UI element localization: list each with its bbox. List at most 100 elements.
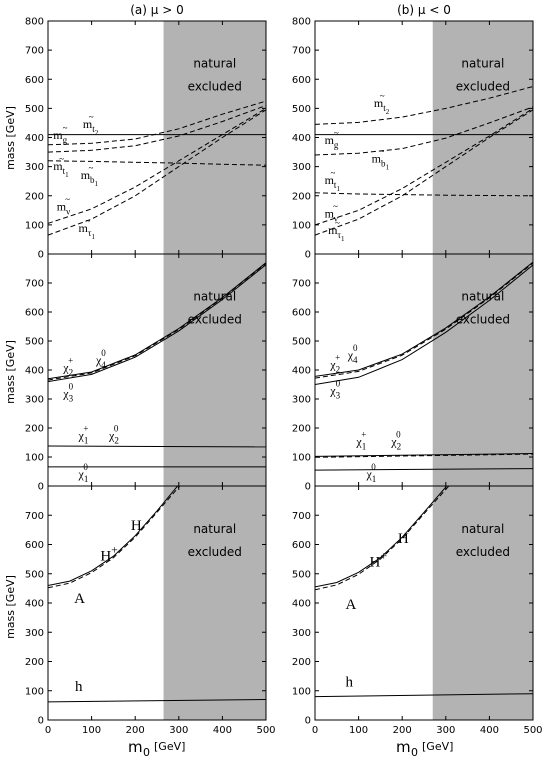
y-tick-label: 100	[25, 686, 44, 697]
label-sup: 0	[101, 348, 106, 358]
series-line-0	[48, 262, 266, 380]
label-sub: 1	[84, 474, 89, 484]
series-line-0	[315, 486, 448, 588]
y-tick-label: 600	[292, 540, 311, 551]
y-tick-label: 700	[292, 46, 311, 57]
y-tick-label: 0	[305, 482, 311, 493]
series-line-2	[48, 105, 266, 153]
y-tick-label: 300	[25, 395, 44, 406]
series-line-5	[315, 109, 533, 236]
curve-label: χ1 +	[355, 429, 366, 451]
curve-label: mg ~	[53, 123, 67, 145]
label-sup: ~	[334, 128, 339, 138]
shade-label-excluded: excluded	[188, 312, 242, 326]
label-sub: 2	[114, 436, 119, 446]
curve-label: H+	[100, 543, 118, 565]
shade-label-natural: natural	[193, 522, 236, 536]
label-base: h	[75, 679, 83, 695]
y-tick-label: 600	[292, 75, 311, 86]
label-sup: ~	[380, 146, 385, 156]
curve-label: mτ1~	[328, 218, 345, 243]
label-base: m	[325, 207, 335, 221]
series-group	[315, 261, 533, 471]
label-base: H	[398, 531, 409, 547]
series-line-0	[315, 261, 533, 377]
label-base: χ	[347, 348, 354, 362]
label-sub: b	[381, 158, 386, 168]
label-sup: +	[111, 543, 118, 557]
y-tick-label: 300	[292, 395, 311, 406]
label-base: h	[346, 674, 354, 690]
label-sub: t	[92, 124, 95, 134]
label-base: m	[372, 151, 382, 165]
y-tick-label: 300	[292, 628, 311, 639]
label-sup: 0	[114, 424, 119, 434]
curve-label: mb1~	[372, 146, 390, 171]
label-sup: +	[380, 548, 387, 562]
y-tick-label: 500	[25, 337, 44, 348]
label-sub2: 1	[91, 233, 95, 241]
series-line-3	[315, 453, 533, 457]
y-tick-label: 700	[292, 511, 311, 522]
y-tick-label: 700	[25, 511, 44, 522]
label-base: m	[325, 133, 335, 147]
x-axis-label-right: m 0 [GeV]	[396, 738, 453, 759]
shade-label-natural: natural	[193, 289, 236, 303]
excluded-region	[432, 486, 533, 720]
label-base: A	[74, 591, 85, 607]
label-sub: b	[90, 175, 95, 185]
series-group	[315, 86, 533, 236]
label-base: χ	[78, 429, 85, 443]
label-sup: +	[335, 353, 340, 363]
y-tick-label: 600	[25, 75, 44, 86]
label-base: m	[53, 159, 63, 173]
label-sub2: 2	[95, 129, 99, 137]
panel-b3: natural excluded 0 100 200 300 400 500 600 700 0 10…	[292, 485, 543, 736]
y-tick-label: 100	[25, 453, 44, 464]
label-base: χ	[329, 358, 336, 372]
x-tick-label: 0	[45, 725, 51, 736]
shade-label-excluded: excluded	[456, 312, 510, 326]
y-tick-label: 100	[292, 686, 311, 697]
y-tick-label: 400	[25, 366, 44, 377]
y-tick-label: 500	[292, 104, 311, 115]
series-line-5	[315, 468, 533, 471]
label-sub: g	[334, 140, 339, 150]
x-tick-label: 200	[393, 725, 412, 736]
label-base: χ	[108, 429, 115, 443]
label-base: χ	[78, 467, 85, 481]
y-tick-label: 700	[25, 46, 44, 57]
y-tick-label: 200	[292, 657, 311, 668]
label-sup: 0	[83, 462, 88, 472]
label-sup: +	[361, 429, 366, 439]
x-axis-label-sub: 0	[143, 746, 150, 759]
x-tick-label: 500	[523, 725, 542, 736]
label-sub: 1	[362, 441, 367, 451]
label-sub2: 2	[386, 108, 390, 116]
y-tick-label: 500	[25, 104, 44, 115]
shade-label-natural: natural	[193, 57, 236, 71]
y-tick-label: 100	[25, 220, 44, 231]
curve-label: H+	[370, 548, 388, 570]
series-line-1	[315, 486, 450, 591]
x-tick-label: 100	[349, 725, 368, 736]
curve-label: mg ~	[325, 128, 339, 150]
y-tick-label: 200	[25, 657, 44, 668]
label-sup: 0	[396, 429, 401, 439]
shade-label-natural: natural	[461, 522, 504, 536]
x-tick-label: 500	[256, 725, 275, 736]
y-tick-label: 600	[25, 308, 44, 319]
series-line-0	[48, 486, 179, 586]
excluded-region	[163, 486, 266, 720]
series-group	[48, 262, 266, 468]
shade-label-natural: natural	[461, 57, 504, 71]
y-tick-label: 100	[292, 453, 311, 464]
y-tick-label: 100	[292, 220, 311, 231]
series-line-4	[315, 107, 533, 226]
curve-label: χ2 0	[390, 429, 401, 451]
curve-label: A	[346, 597, 357, 613]
label-sub2: 1	[341, 235, 345, 243]
curve-label: h	[75, 679, 83, 695]
label-sup: 0	[69, 382, 74, 392]
label-sup: ~	[89, 112, 94, 122]
